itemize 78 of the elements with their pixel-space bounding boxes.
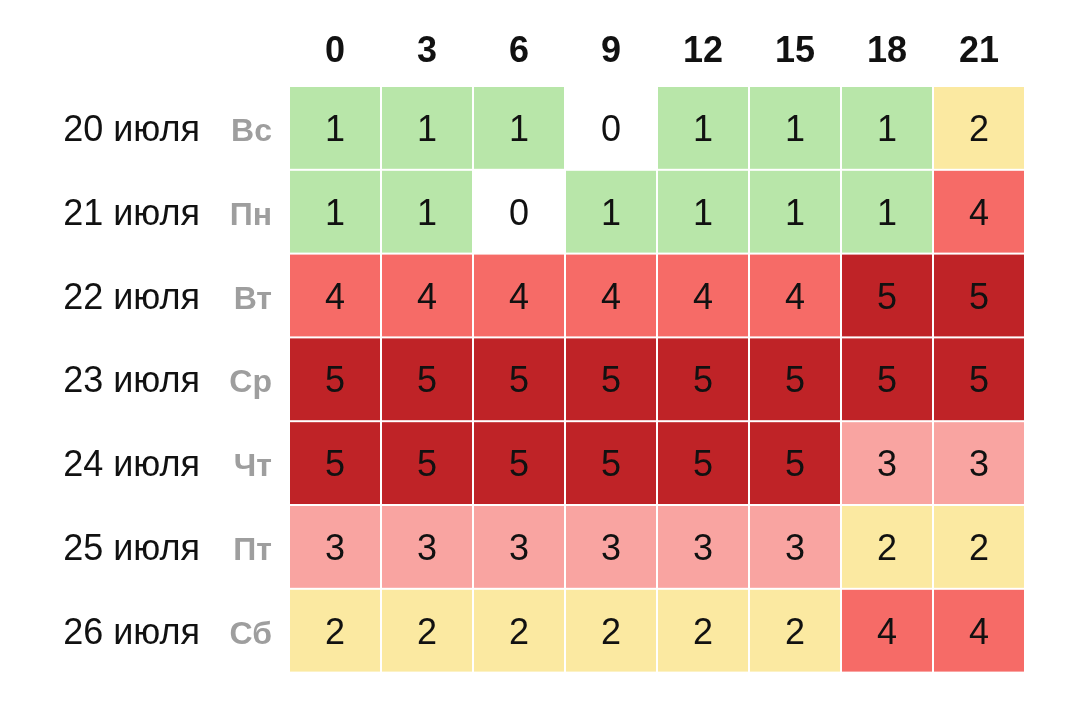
data-label: 4: [692, 275, 714, 317]
data-label: 3: [600, 526, 622, 568]
data-label: 5: [324, 359, 346, 401]
data-label: 5: [324, 443, 346, 485]
data-label: 5: [508, 359, 530, 401]
data-label: 4: [324, 275, 346, 317]
data-label: 1: [508, 107, 530, 149]
data-label: 5: [968, 275, 990, 317]
data-label: 1: [324, 191, 346, 233]
data-label: 1: [416, 107, 438, 149]
data-label: 1: [692, 191, 714, 233]
data-label: 1: [876, 107, 898, 149]
data-label: 2: [784, 610, 806, 652]
data-label: 4: [784, 275, 806, 317]
data-label: 4: [968, 191, 990, 233]
data-label: 3: [968, 443, 990, 485]
data-label: 5: [968, 359, 990, 401]
data-label: 1: [324, 107, 346, 149]
data-label: 2: [324, 610, 346, 652]
y2-tick-label: Сб: [229, 614, 272, 651]
y-tick-label: 21 июля: [63, 191, 200, 233]
y-tick-label: 20 июля: [63, 107, 200, 149]
data-label: 1: [784, 107, 806, 149]
data-label: 1: [416, 191, 438, 233]
data-label: 3: [416, 526, 438, 568]
x-tick-label: 15: [774, 29, 816, 70]
x-tick-label: 0: [324, 29, 346, 70]
data-label: 5: [692, 443, 714, 485]
data-label: 1: [784, 191, 806, 233]
data-label: 5: [876, 275, 898, 317]
y-tick-label: 25 июля: [63, 526, 200, 568]
data-label: 2: [600, 610, 622, 652]
data-label: 4: [968, 610, 990, 652]
data-label: 4: [600, 275, 622, 317]
x-tick-label: 21: [958, 29, 1000, 70]
data-label: 5: [876, 359, 898, 401]
x-tick-label: 9: [600, 29, 622, 70]
data-label: 0: [600, 107, 622, 149]
y-tick-label: 23 июля: [63, 359, 200, 401]
data-label: 4: [416, 275, 438, 317]
x-tick-label: 6: [508, 29, 530, 70]
data-label: 2: [876, 526, 898, 568]
data-label: 5: [600, 443, 622, 485]
x-tick-label: 3: [416, 29, 438, 70]
data-label: 5: [600, 359, 622, 401]
data-label: 1: [692, 107, 714, 149]
data-label: 5: [692, 359, 714, 401]
y2-tick-label: Вс: [231, 111, 272, 148]
y2-tick-label: Чт: [233, 447, 272, 484]
data-label: 5: [784, 443, 806, 485]
data-label: 2: [968, 526, 990, 568]
data-label: 4: [508, 275, 530, 317]
data-label: 4: [876, 610, 898, 652]
data-label: 5: [784, 359, 806, 401]
y2-tick-label: Пт: [233, 530, 272, 567]
y2-tick-label: Вт: [233, 279, 272, 316]
y-tick-label: 26 июля: [63, 610, 200, 652]
y2-tick-label: Пн: [229, 195, 272, 232]
data-label: 2: [968, 107, 990, 149]
x-tick-label: 12: [682, 29, 724, 70]
data-label: 2: [692, 610, 714, 652]
data-label: 5: [416, 359, 438, 401]
x-tick-label: 18: [866, 29, 908, 70]
data-label: 1: [876, 191, 898, 233]
data-label: 3: [508, 526, 530, 568]
data-label: 5: [416, 443, 438, 485]
data-label: 2: [416, 610, 438, 652]
data-label: 2: [508, 610, 530, 652]
data-label: 0: [508, 191, 530, 233]
data-label: 3: [692, 526, 714, 568]
y2-tick-label: Ср: [229, 363, 272, 400]
data-label: 3: [876, 443, 898, 485]
data-label: 3: [784, 526, 806, 568]
y-tick-label: 22 июля: [63, 275, 200, 317]
data-label: 5: [508, 443, 530, 485]
y-tick-label: 24 июля: [63, 443, 200, 485]
data-label: 3: [324, 526, 346, 568]
data-label: 1: [600, 191, 622, 233]
